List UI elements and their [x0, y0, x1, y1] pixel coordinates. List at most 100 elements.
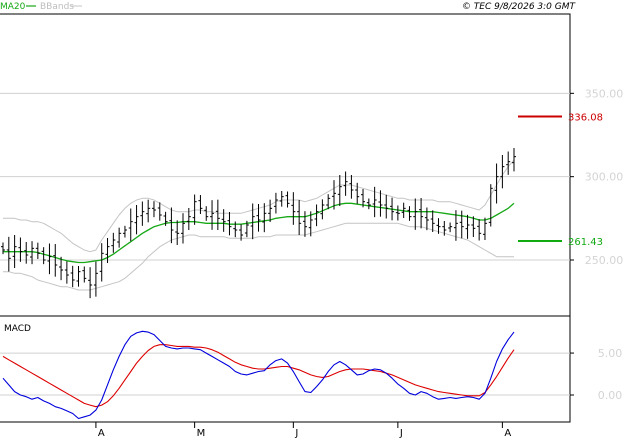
ohlc-bar — [308, 211, 313, 237]
ohlc-bar — [186, 208, 191, 230]
macd-line — [2, 330, 515, 420]
resistance-level-label: 336.08 — [568, 113, 603, 124]
ohlc-bar — [239, 224, 244, 241]
ohlc-bar — [99, 243, 104, 282]
ohlc-bar — [128, 208, 133, 242]
price-y-tick-label: 350.00 — [585, 87, 624, 100]
ohlc-bar — [221, 209, 226, 232]
ohlc-bar — [413, 198, 418, 230]
ohlc-bar — [343, 171, 348, 196]
ohlc-bar — [436, 218, 441, 234]
ohlc-bar — [18, 237, 23, 262]
ohlc-bar — [268, 199, 273, 222]
ohlc-bar — [477, 219, 482, 241]
ohlc-bar — [407, 206, 412, 221]
price-y-tick-label: 300.00 — [585, 171, 624, 184]
ohlc-bar — [93, 261, 98, 297]
ohlc-bar — [35, 242, 40, 259]
ohlc-bar — [424, 207, 429, 231]
ohlc-bar — [430, 210, 435, 232]
ohlc-bar — [273, 192, 278, 214]
ohlc-bar — [314, 204, 319, 227]
legend-bbands: BBands — [40, 2, 74, 12]
ohlc-bar — [41, 247, 46, 265]
ohlc-bar — [285, 191, 290, 208]
price-y-axis: 250.00 300.00 350.00 — [570, 87, 623, 267]
ohlc-bar — [279, 191, 284, 207]
ohlc-bar — [337, 175, 342, 206]
ohlc-bar — [453, 210, 458, 241]
ohlc-bar — [6, 236, 11, 272]
ohlc-bar — [459, 210, 464, 239]
ohlc-bar — [1, 242, 5, 255]
ohlc-bar — [500, 155, 505, 189]
ohlc-bar — [326, 194, 331, 210]
ohlc-bar — [378, 190, 383, 217]
ohlc-bar — [122, 225, 127, 238]
ohlc-bar — [355, 182, 360, 204]
ohlc-bar — [82, 266, 87, 283]
ohlc-bar — [192, 194, 197, 225]
ohlc-bar — [482, 217, 487, 240]
ohlc-bar — [297, 200, 302, 235]
ohlc-bar — [401, 202, 406, 218]
ohlc-bar — [465, 214, 470, 239]
ohlc-bar — [59, 256, 64, 281]
ohlc-bar — [134, 205, 139, 235]
ohlc-bar — [163, 211, 168, 226]
ohlc-bar — [233, 221, 238, 238]
ohlc-bar — [204, 206, 209, 221]
ohlc-bar — [361, 189, 366, 208]
ohlc-bar — [47, 243, 52, 275]
ohlc-bar — [372, 186, 377, 218]
macd-y-tick-label: 0.00 — [598, 389, 623, 402]
ohlc-bar — [512, 148, 516, 172]
macd-lines — [2, 330, 515, 420]
ohlc-bar — [12, 235, 17, 268]
price-gridlines — [0, 92, 570, 261]
macd-y-tick-label: 5.00 — [598, 347, 623, 360]
ohlc-bar — [384, 194, 389, 219]
ohlc-bar — [70, 265, 75, 288]
price-bars — [1, 148, 516, 299]
ohlc-bar — [117, 227, 122, 248]
ohlc-bar — [506, 151, 511, 175]
macd-title: MACD — [4, 324, 31, 334]
ohlc-bar — [442, 221, 447, 236]
legend-ma20: MA20 — [0, 2, 26, 12]
x-axis-month-label: J — [399, 428, 403, 439]
x-axis-month-label: A — [98, 428, 105, 439]
ohlc-bar — [250, 203, 255, 240]
ohlc-bar — [349, 175, 354, 199]
ohlc-bar — [169, 207, 174, 244]
ohlc-bar — [256, 204, 261, 232]
ohlc-bar — [419, 198, 424, 229]
ohlc-bar — [488, 184, 493, 227]
ohlc-bar — [64, 261, 69, 284]
ohlc-bar — [471, 216, 476, 237]
ohlc-bar — [215, 199, 220, 230]
x-axis-month-label: A — [504, 428, 511, 439]
ohlc-bar — [105, 238, 110, 263]
ohlc-bar — [331, 180, 336, 210]
ohlc-bar — [24, 242, 29, 264]
ohlc-bar — [210, 200, 215, 230]
ohlc-bar — [390, 197, 395, 221]
ohlc-bar — [395, 205, 400, 221]
ohlc-bar — [366, 198, 371, 210]
ohlc-bar — [53, 244, 58, 277]
ohlc-bar — [111, 232, 116, 253]
support-level-label: 261.43 — [568, 237, 603, 248]
copyright-text: © TEC 9/8/2026 3:0 GMT — [462, 2, 577, 12]
ohlc-bar — [262, 203, 267, 233]
ohlc-bar — [320, 199, 325, 220]
price-y-tick-label: 250.00 — [585, 254, 624, 267]
ohlc-bar — [302, 211, 307, 237]
ohlc-bar — [448, 222, 453, 233]
ohlc-bar — [175, 220, 180, 245]
ohlc-bar — [151, 201, 156, 218]
ohlc-bar — [244, 220, 249, 238]
price-levels: 336.08 261.43 — [518, 113, 603, 248]
